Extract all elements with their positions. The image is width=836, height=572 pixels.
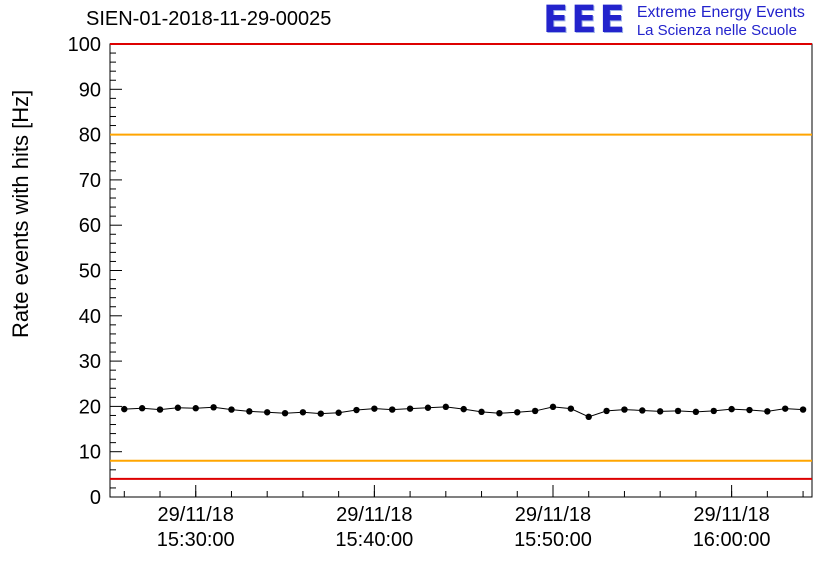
data-point: [799, 406, 807, 413]
y-tick-label: 30: [79, 351, 101, 373]
logo-line2: La Scienza nelle Scuole: [636, 22, 797, 39]
data-point: [782, 405, 789, 412]
data-point: [121, 405, 128, 413]
data-point: [335, 409, 342, 416]
data-point: [192, 405, 199, 412]
y-tick-label: 10: [79, 442, 101, 464]
data-point: [210, 404, 217, 411]
data-point: [371, 405, 378, 412]
plot-frame: [109, 43, 813, 498]
data-point: [246, 408, 253, 415]
data-point: [585, 413, 592, 421]
data-point: [299, 409, 307, 416]
data-point: [621, 406, 628, 413]
x-tick-date: 29/11/18: [336, 504, 412, 526]
data-point: [263, 409, 271, 416]
x-tick-date: 29/11/18: [693, 504, 769, 526]
data-point: [656, 408, 664, 415]
data-point: [728, 405, 735, 413]
y-tick-label: 80: [79, 125, 101, 147]
data-point: [603, 407, 610, 415]
x-tick-time: 15:50:00: [514, 529, 592, 551]
data-point: [496, 409, 503, 417]
eee-logo: EEE Extreme Energy Events La Scienza nel…: [543, 0, 805, 41]
data-point: [174, 404, 182, 411]
data-point: [317, 410, 324, 417]
data-point: [424, 404, 432, 411]
x-tick-time: 16:00:00: [693, 529, 771, 551]
x-tick-date: 29/11/18: [515, 504, 591, 526]
data-point: [549, 403, 557, 411]
x-tick-date: 29/11/18: [158, 504, 234, 526]
y-tick-label: 50: [79, 261, 101, 283]
data-point: [531, 407, 539, 415]
data-point: [710, 407, 717, 415]
eee-logo-acronym: EEE: [543, 0, 628, 41]
data-point: [746, 406, 753, 414]
y-tick-label: 70: [79, 170, 101, 192]
eee-logo-text: Extreme Energy Events La Scienza nelle S…: [637, 2, 805, 39]
data-point: [138, 405, 146, 412]
y-tick-label: 100: [68, 34, 101, 56]
logo-line1: Extreme Energy Events: [636, 4, 805, 21]
data-point: [514, 409, 521, 416]
chart-title: SIEN-01-2018-11-29-00025: [86, 8, 332, 30]
data-point: [353, 406, 360, 414]
data-point: [478, 408, 485, 416]
x-tick-time: 15:30:00: [157, 529, 235, 551]
data-point: [156, 406, 164, 413]
data-point: [567, 405, 575, 412]
y-tick-label: 40: [79, 306, 101, 328]
data-point: [764, 408, 771, 415]
data-point: [406, 405, 414, 412]
x-tick-time: 15:40:00: [335, 529, 413, 551]
y-tick-label: 0: [90, 487, 101, 509]
y-tick-label: 20: [79, 396, 101, 418]
data-point: [442, 403, 450, 411]
data-point: [389, 406, 396, 413]
data-point: [460, 405, 467, 413]
data-point: [281, 409, 289, 417]
y-tick-label: 90: [79, 79, 101, 101]
data-point: [692, 408, 700, 416]
data-point: [639, 407, 646, 414]
data-point: [228, 406, 235, 413]
data-point: [674, 407, 682, 415]
y-tick-label: 60: [79, 215, 101, 237]
